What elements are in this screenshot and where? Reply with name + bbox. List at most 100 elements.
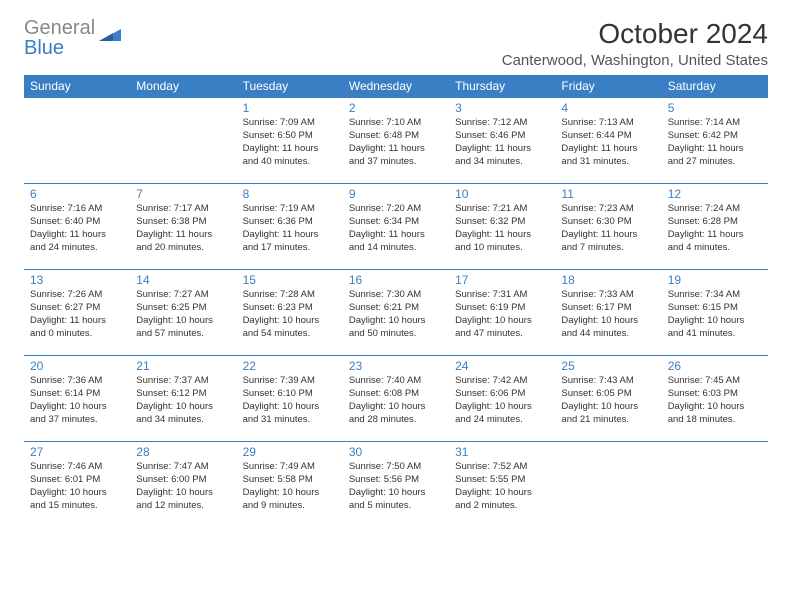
calendar-day-cell: 8Sunrise: 7:19 AMSunset: 6:36 PMDaylight… (237, 184, 343, 270)
calendar-day-cell: 14Sunrise: 7:27 AMSunset: 6:25 PMDayligh… (130, 270, 236, 356)
daylight-line: Daylight: 10 hours and 47 minutes. (455, 315, 549, 341)
day-number: 6 (30, 186, 124, 202)
sunrise-line: Sunrise: 7:34 AM (668, 289, 762, 302)
calendar-day-cell: 29Sunrise: 7:49 AMSunset: 5:58 PMDayligh… (237, 442, 343, 528)
daylight-line: Daylight: 11 hours and 34 minutes. (455, 143, 549, 169)
sunset-line: Sunset: 6:50 PM (243, 130, 337, 143)
brand-word2: Blue (24, 38, 95, 58)
calendar-week-row: 1Sunrise: 7:09 AMSunset: 6:50 PM Daylight… (24, 98, 768, 184)
day-number: 11 (561, 186, 655, 202)
day-number: 23 (349, 358, 443, 374)
daylight-line: Daylight: 10 hours and 50 minutes. (349, 315, 443, 341)
sunset-line: Sunset: 6:30 PM (561, 216, 655, 229)
sunset-line: Sunset: 6:40 PM (30, 216, 124, 229)
calendar-day-cell (555, 442, 661, 528)
sunset-line: Sunset: 5:56 PM (349, 474, 443, 487)
day-number: 1 (243, 100, 337, 116)
calendar-day-cell: 20Sunrise: 7:36 AMSunset: 6:14 PMDayligh… (24, 356, 130, 442)
daylight-line: Daylight: 10 hours and 21 minutes. (561, 401, 655, 427)
daylight-line: Daylight: 11 hours and 37 minutes. (349, 143, 443, 169)
day-number: 8 (243, 186, 337, 202)
sunset-line: Sunset: 6:23 PM (243, 302, 337, 315)
page-title: October 2024 (502, 18, 768, 50)
day-header: Tuesday (237, 75, 343, 98)
calendar-day-cell: 16Sunrise: 7:30 AMSunset: 6:21 PMDayligh… (343, 270, 449, 356)
calendar-day-cell: 27Sunrise: 7:46 AMSunset: 6:01 PMDayligh… (24, 442, 130, 528)
calendar-day-cell: 11Sunrise: 7:23 AMSunset: 6:30 PMDayligh… (555, 184, 661, 270)
calendar-day-cell (662, 442, 768, 528)
day-header: Sunday (24, 75, 130, 98)
daylight-line: Daylight: 11 hours and 27 minutes. (668, 143, 762, 169)
day-number: 29 (243, 444, 337, 460)
calendar-day-cell: 12Sunrise: 7:24 AMSunset: 6:28 PMDayligh… (662, 184, 768, 270)
sunset-line: Sunset: 6:25 PM (136, 302, 230, 315)
sunrise-line: Sunrise: 7:40 AM (349, 375, 443, 388)
daylight-line: Daylight: 10 hours and 37 minutes. (30, 401, 124, 427)
day-number: 3 (455, 100, 549, 116)
day-number: 14 (136, 272, 230, 288)
sunset-line: Sunset: 6:46 PM (455, 130, 549, 143)
sunrise-line: Sunrise: 7:21 AM (455, 203, 549, 216)
sunset-line: Sunset: 6:12 PM (136, 388, 230, 401)
sunset-line: Sunset: 6:00 PM (136, 474, 230, 487)
calendar-day-cell: 23Sunrise: 7:40 AMSunset: 6:08 PMDayligh… (343, 356, 449, 442)
calendar-day-cell: 19Sunrise: 7:34 AMSunset: 6:15 PMDayligh… (662, 270, 768, 356)
sunrise-line: Sunrise: 7:43 AM (561, 375, 655, 388)
daylight-line: Daylight: 10 hours and 9 minutes. (243, 487, 337, 513)
day-number: 24 (455, 358, 549, 374)
brand-triangle-icon (99, 27, 121, 50)
calendar-day-cell: 25Sunrise: 7:43 AMSunset: 6:05 PMDayligh… (555, 356, 661, 442)
sunset-line: Sunset: 6:34 PM (349, 216, 443, 229)
calendar-day-cell: 10Sunrise: 7:21 AMSunset: 6:32 PMDayligh… (449, 184, 555, 270)
day-header-row: Sunday Monday Tuesday Wednesday Thursday… (24, 75, 768, 98)
brand-text: General Blue (24, 18, 95, 58)
sunrise-line: Sunrise: 7:24 AM (668, 203, 762, 216)
day-header: Monday (130, 75, 236, 98)
sunset-line: Sunset: 6:19 PM (455, 302, 549, 315)
sunset-line: Sunset: 6:14 PM (30, 388, 124, 401)
day-number: 2 (349, 100, 443, 116)
sunrise-line: Sunrise: 7:39 AM (243, 375, 337, 388)
daylight-line: Daylight: 10 hours and 34 minutes. (136, 401, 230, 427)
calendar-day-cell: 30Sunrise: 7:50 AMSunset: 5:56 PMDayligh… (343, 442, 449, 528)
daylight-line: Daylight: 10 hours and 5 minutes. (349, 487, 443, 513)
sunset-line: Sunset: 6:36 PM (243, 216, 337, 229)
calendar-day-cell: 28Sunrise: 7:47 AMSunset: 6:00 PMDayligh… (130, 442, 236, 528)
sunset-line: Sunset: 6:38 PM (136, 216, 230, 229)
sunset-line: Sunset: 5:55 PM (455, 474, 549, 487)
calendar-week-row: 27Sunrise: 7:46 AMSunset: 6:01 PMDayligh… (24, 442, 768, 528)
daylight-line: Daylight: 10 hours and 2 minutes. (455, 487, 549, 513)
daylight-line: Daylight: 10 hours and 41 minutes. (668, 315, 762, 341)
calendar-day-cell: 18Sunrise: 7:33 AMSunset: 6:17 PMDayligh… (555, 270, 661, 356)
day-header: Thursday (449, 75, 555, 98)
day-number: 16 (349, 272, 443, 288)
calendar-day-cell: 3Sunrise: 7:12 AMSunset: 6:46 PMDaylight… (449, 98, 555, 184)
day-header: Wednesday (343, 75, 449, 98)
day-number: 15 (243, 272, 337, 288)
daylight-line: Daylight: 10 hours and 28 minutes. (349, 401, 443, 427)
daylight-line: Daylight: 10 hours and 44 minutes. (561, 315, 655, 341)
calendar-day-cell: 7Sunrise: 7:17 AMSunset: 6:38 PMDaylight… (130, 184, 236, 270)
daylight-line: Daylight: 10 hours and 15 minutes. (30, 487, 124, 513)
sunrise-line: Sunrise: 7:46 AM (30, 461, 124, 474)
sunset-line: Sunset: 6:21 PM (349, 302, 443, 315)
day-number: 27 (30, 444, 124, 460)
sunset-line: Sunset: 6:42 PM (668, 130, 762, 143)
sunrise-line: Sunrise: 7:28 AM (243, 289, 337, 302)
sunrise-line: Sunrise: 7:27 AM (136, 289, 230, 302)
day-number: 17 (455, 272, 549, 288)
sunrise-line: Sunrise: 7:23 AM (561, 203, 655, 216)
day-number: 7 (136, 186, 230, 202)
calendar-day-cell: 24Sunrise: 7:42 AMSunset: 6:06 PMDayligh… (449, 356, 555, 442)
calendar-day-cell (130, 98, 236, 184)
calendar-day-cell: 22Sunrise: 7:39 AMSunset: 6:10 PMDayligh… (237, 356, 343, 442)
sunrise-line: Sunrise: 7:09 AM (243, 117, 337, 130)
sunset-line: Sunset: 5:58 PM (243, 474, 337, 487)
calendar-day-cell: 5Sunrise: 7:14 AMSunset: 6:42 PMDaylight… (662, 98, 768, 184)
day-number: 22 (243, 358, 337, 374)
title-block: October 2024 Canterwood, Washington, Uni… (502, 18, 768, 69)
calendar-body: 1Sunrise: 7:09 AMSunset: 6:50 PM Daylight… (24, 98, 768, 528)
sunrise-line: Sunrise: 7:42 AM (455, 375, 549, 388)
daylight-line: Daylight: 11 hours and 0 minutes. (30, 315, 124, 341)
daylight-line: Daylight: 10 hours and 31 minutes. (243, 401, 337, 427)
